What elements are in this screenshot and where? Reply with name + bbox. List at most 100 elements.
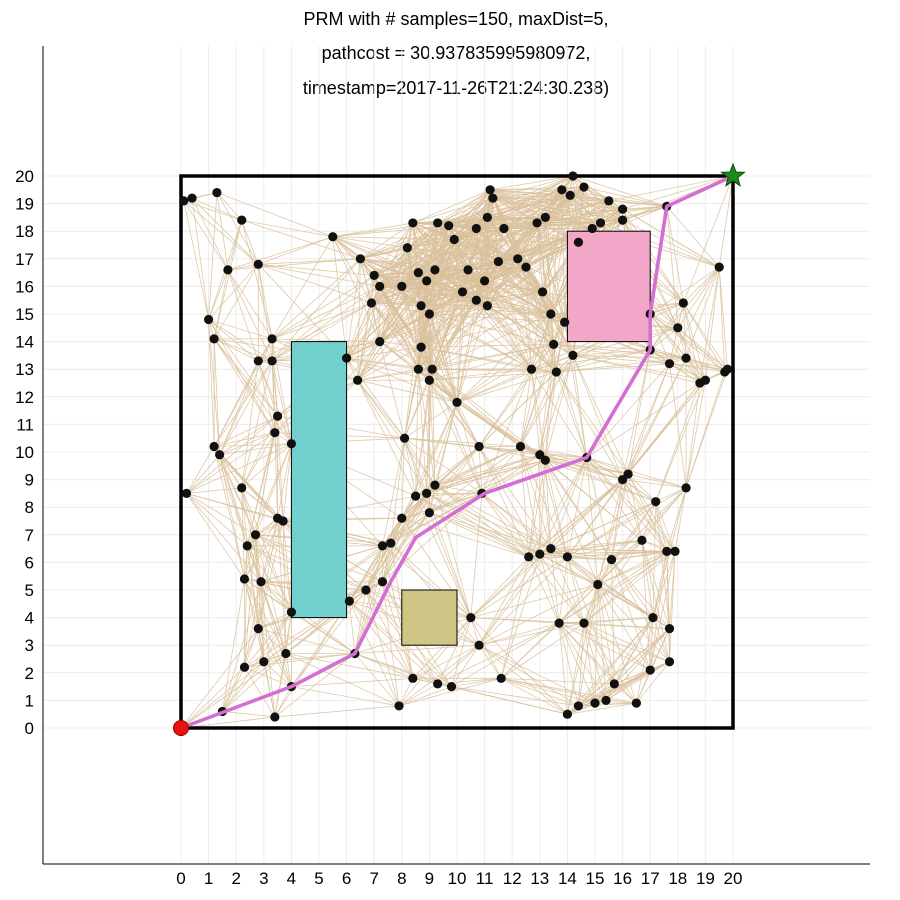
title-line-1: PRM with # samples=150, maxDist=5, — [303, 9, 608, 29]
roadmap-edge — [346, 357, 405, 439]
roadmap-edge — [186, 415, 278, 494]
roadmap-edge — [641, 540, 670, 629]
y-tick-label: 6 — [25, 553, 34, 572]
roadmap-edge — [544, 460, 552, 549]
roadmap-edge — [260, 581, 287, 654]
x-tick-label: 7 — [369, 869, 378, 888]
sample-node — [179, 196, 189, 206]
roadmap-edge — [492, 197, 593, 229]
sample-node — [399, 433, 410, 443]
roadmap-edge — [478, 584, 598, 646]
sample-node — [286, 439, 296, 449]
roadmap-edge — [451, 644, 480, 687]
roadmap-edge — [622, 363, 670, 480]
title-line-2: pathcost = 30.937835995980972, — [322, 43, 591, 63]
roadmap-edge — [500, 677, 568, 715]
roadmap-edge — [583, 551, 676, 624]
roadmap-edge — [456, 402, 483, 494]
roadmap-edge — [622, 479, 668, 552]
roadmap-edge — [456, 402, 480, 447]
x-tick-label: 16 — [613, 869, 632, 888]
roadmap-edge — [550, 548, 560, 624]
roadmap-edge — [539, 355, 574, 455]
roadmap-edge — [453, 197, 494, 240]
roadmap-edge — [415, 495, 472, 618]
roadmap-edge — [611, 559, 651, 671]
roadmap-edge — [520, 355, 574, 447]
roadmap-edge — [406, 247, 419, 370]
sample-node — [560, 317, 570, 327]
roadmap-edge — [586, 457, 629, 475]
roadmap-edge — [572, 349, 651, 356]
roadmap-edge — [213, 338, 278, 417]
roadmap-edge — [401, 286, 419, 370]
roadmap-edge — [332, 236, 408, 249]
sample-node — [402, 243, 412, 253]
sample-node — [270, 712, 280, 722]
roadmap-edge — [429, 380, 483, 494]
roadmap-edge — [412, 617, 472, 679]
roadmap-edge — [569, 195, 601, 224]
sample-node — [466, 613, 476, 623]
roadmap-edge — [453, 189, 491, 240]
roadmap-edge — [553, 344, 588, 458]
roadmap-edge — [611, 539, 643, 560]
roadmap-edge — [404, 401, 458, 439]
x-tick-label: 10 — [448, 869, 467, 888]
roadmap-edge — [567, 617, 654, 715]
roadmap-edge — [398, 677, 502, 707]
roadmap-edge — [550, 473, 629, 549]
roadmap-edge — [476, 175, 574, 229]
roadmap-edge — [255, 443, 292, 535]
sample-node — [408, 673, 418, 683]
roadmap-edge — [685, 382, 701, 488]
roadmap-edge — [227, 269, 259, 362]
roadmap-edge — [431, 239, 455, 370]
sample-node — [551, 367, 561, 377]
roadmap-edge — [597, 501, 657, 585]
roadmap-edge — [478, 446, 552, 549]
roadmap-edge — [539, 371, 557, 455]
sample-node — [568, 350, 578, 360]
sample-node — [278, 516, 288, 526]
roadmap-edge — [420, 222, 439, 306]
roadmap-edge — [627, 473, 643, 541]
roadmap-edge — [214, 432, 275, 447]
sample-node — [397, 281, 407, 291]
roadmap-edge — [417, 305, 422, 370]
roadmap-edge — [421, 313, 551, 348]
roadmap-edge — [348, 600, 400, 707]
roadmap-edge — [682, 302, 706, 381]
roadmap-edge — [420, 280, 485, 348]
roadmap-edge — [655, 382, 701, 502]
roadmap-edge — [258, 611, 292, 629]
roadmap-edge — [412, 189, 491, 224]
roadmap-edge — [213, 264, 259, 340]
roadmap-edge — [180, 716, 275, 729]
roadmap-edge — [705, 267, 720, 381]
roadmap-edge — [420, 266, 527, 348]
roadmap-edge — [586, 457, 643, 541]
roadmap-edge — [583, 186, 601, 224]
roadmap-edge — [390, 512, 430, 544]
roadmap-edge — [614, 683, 637, 704]
roadmap-edge — [669, 363, 706, 381]
roadmap-edge — [216, 192, 243, 221]
roadmap-edge — [525, 266, 557, 373]
roadmap-edge — [420, 291, 463, 348]
roadmap-edge — [583, 622, 670, 663]
roadmap-edge — [586, 382, 701, 458]
sample-node — [664, 657, 675, 667]
roadmap-edge — [180, 653, 287, 729]
sample-node — [637, 535, 647, 545]
roadmap-edge — [277, 443, 292, 519]
roadmap-edge — [255, 534, 292, 613]
roadmap-edge — [622, 219, 720, 268]
roadmap-edge — [382, 438, 405, 546]
roadmap-edge — [481, 493, 552, 549]
sample-node — [532, 218, 542, 228]
y-tick-label: 5 — [25, 581, 34, 600]
sample-node — [579, 618, 589, 628]
roadmap-edge — [183, 200, 242, 221]
sample-node — [342, 353, 352, 363]
